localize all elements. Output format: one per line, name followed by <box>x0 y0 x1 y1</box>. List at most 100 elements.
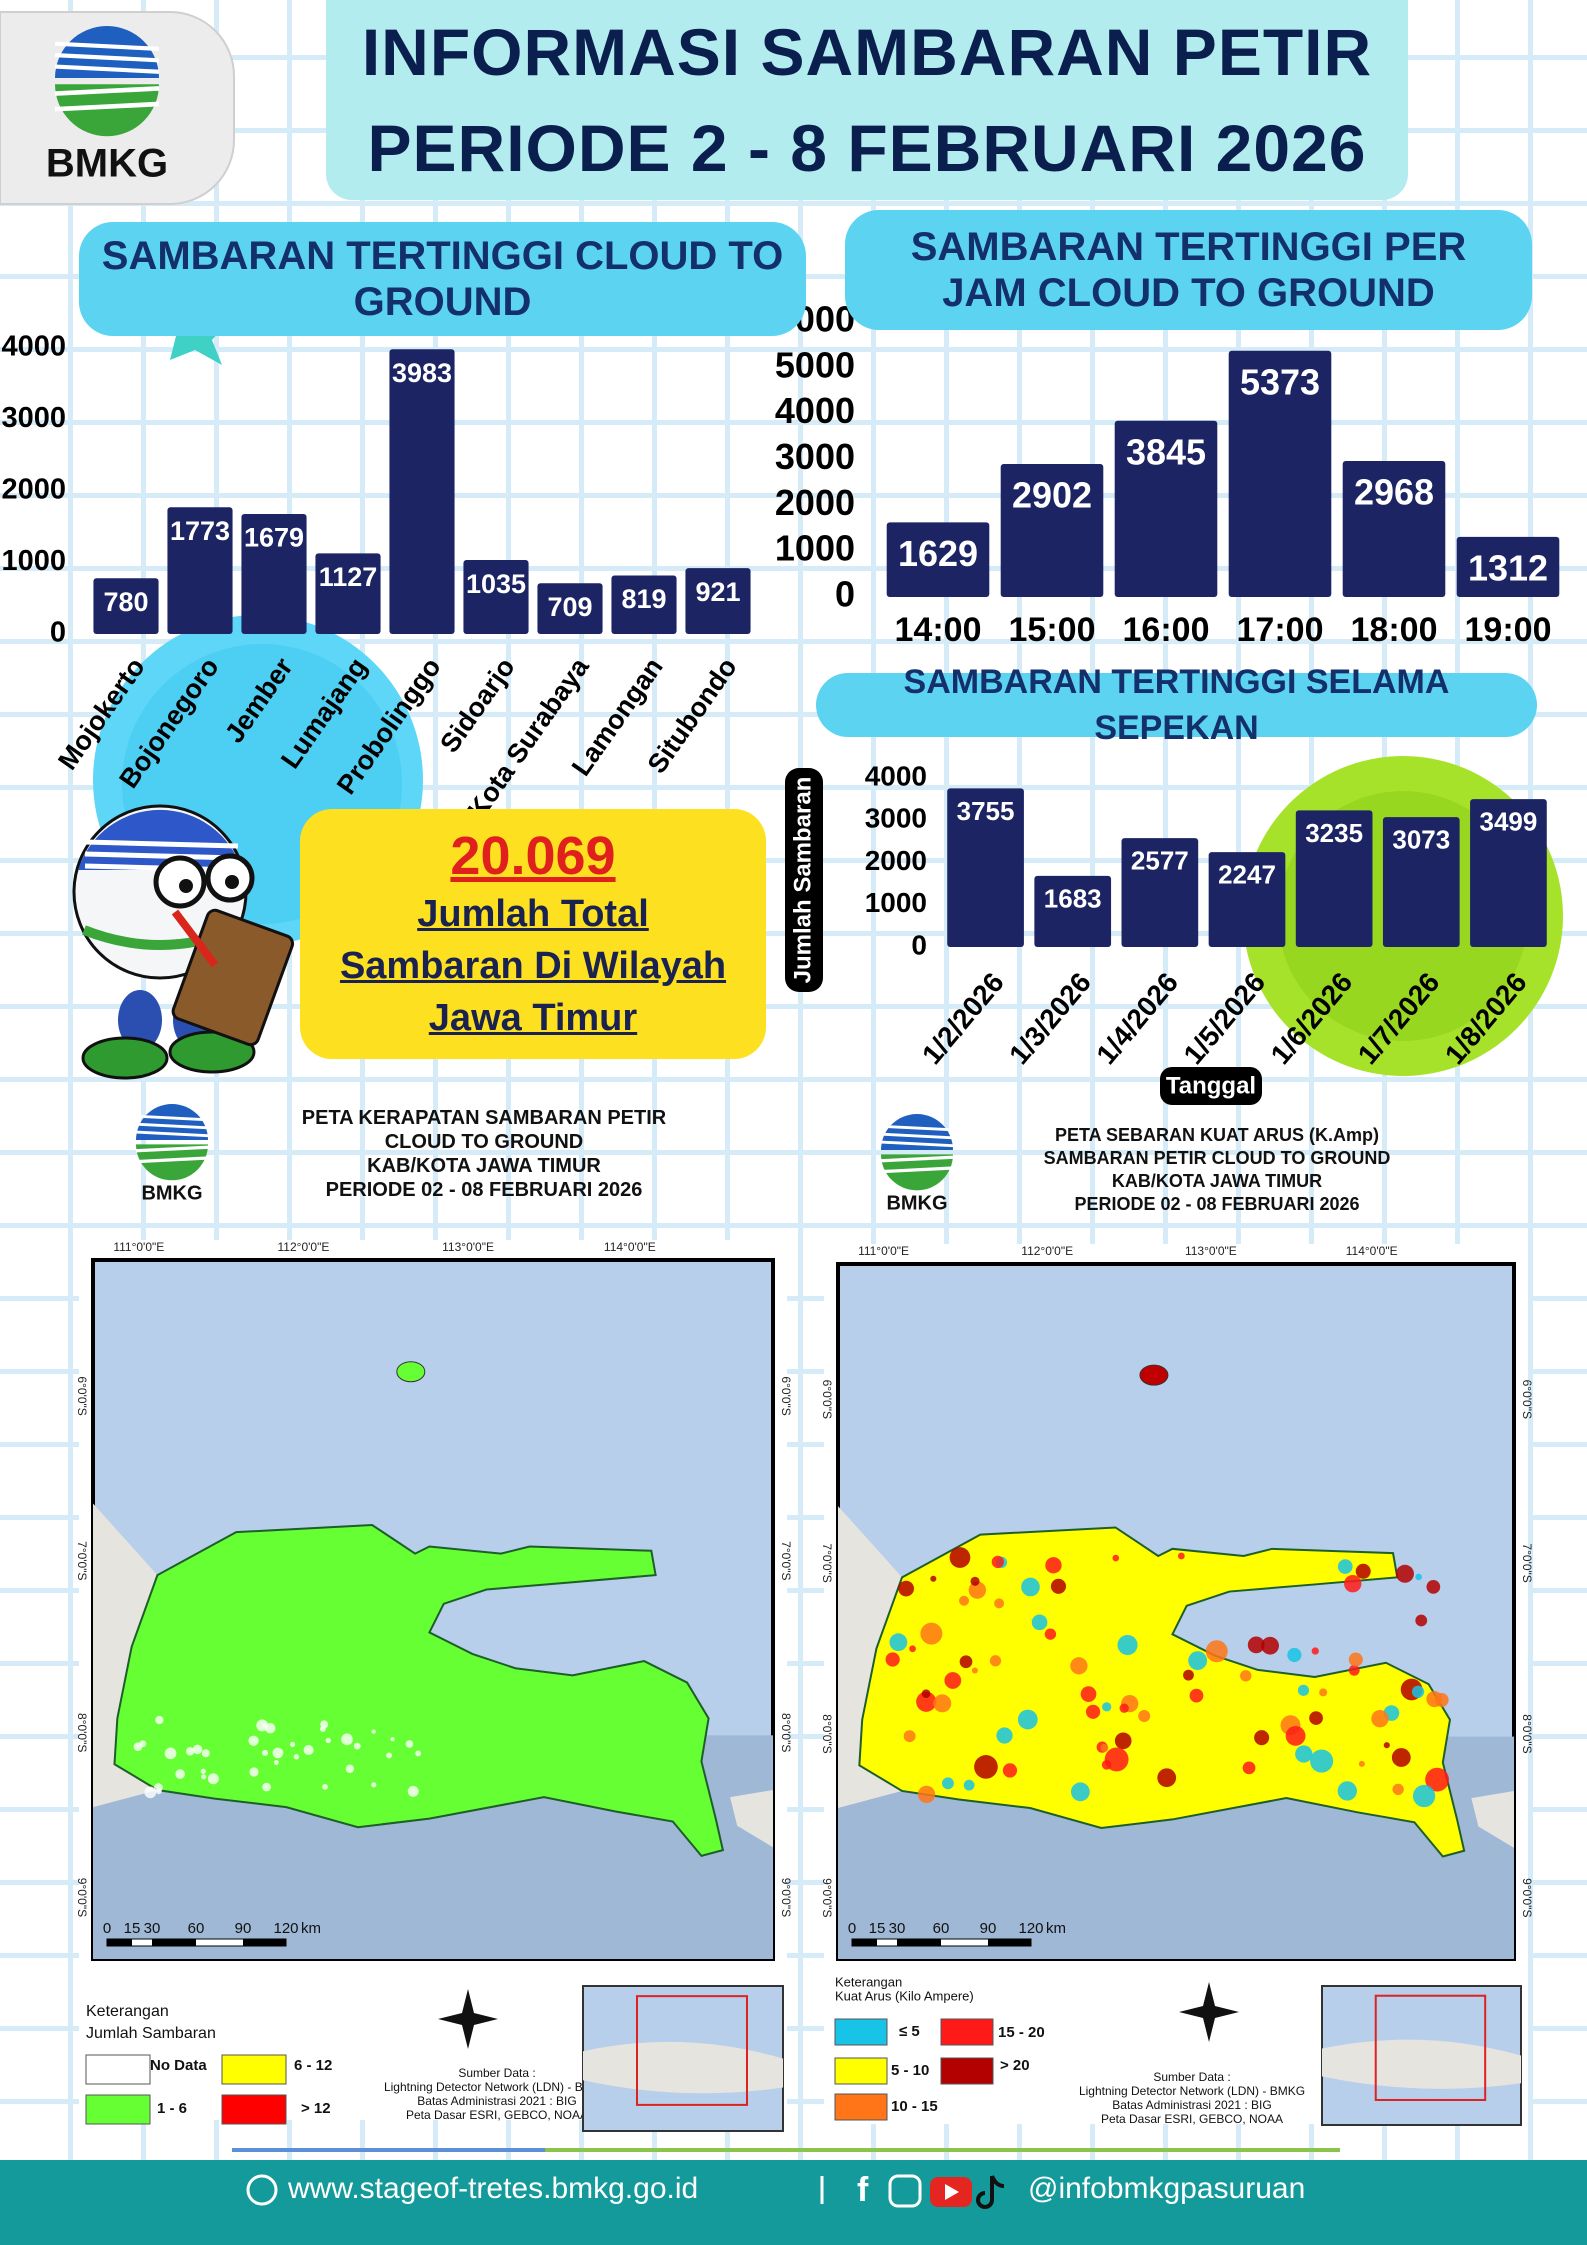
value-label: 780 <box>103 587 148 617</box>
map-spot <box>390 1737 395 1742</box>
value-label: 1773 <box>170 516 230 546</box>
legend-label: No Data <box>150 2057 207 2074</box>
value-label: 2577 <box>1131 846 1189 876</box>
legend-swatch <box>834 2018 888 2046</box>
map-spot <box>341 1733 353 1746</box>
map-spot <box>1371 1709 1389 1728</box>
tiktok-icon <box>976 2175 1005 2209</box>
logo-text: BMKG <box>46 142 168 186</box>
lat-label: 8°0'0"S <box>1520 1714 1534 1753</box>
mascot <box>72 804 295 1080</box>
map-spot <box>996 1727 1013 1744</box>
inset-land <box>583 2041 783 2094</box>
logo-stripe <box>54 53 160 63</box>
bar <box>1228 350 1332 597</box>
logo-stripe <box>880 1132 954 1140</box>
map-spot <box>303 1744 314 1756</box>
map-spot <box>1395 1564 1414 1583</box>
map-spot <box>144 1786 157 1799</box>
bar <box>1295 810 1373 947</box>
value-label: 1683 <box>1044 883 1102 913</box>
map <box>836 1262 1516 1961</box>
map-spot <box>1348 1664 1360 1676</box>
map-spot <box>319 1726 326 1732</box>
map-island <box>396 1361 426 1383</box>
map-spot <box>989 1655 1002 1667</box>
source-text: Sumber Data : <box>458 2066 535 2080</box>
logo-top <box>55 26 159 78</box>
map-title-line: PETA SEBARAN KUAT ARUS (K.Amp) <box>1055 1125 1379 1145</box>
y-tick-label: 5000 <box>775 344 855 385</box>
legend-label: > 20 <box>1000 2057 1030 2074</box>
map-bali <box>1471 1790 1514 1848</box>
scale-label: 0 <box>848 1920 856 1937</box>
mascot-leg <box>118 990 162 1050</box>
bar <box>241 513 307 634</box>
map-spot <box>1157 1768 1177 1788</box>
scale-label: 0 <box>103 1920 111 1937</box>
legend-swatch <box>221 2094 287 2125</box>
map-title: PETA SEBARAN KUAT ARUS (K.Amp) SAMBARAN … <box>967 1124 1467 1216</box>
map-spot <box>898 1580 915 1597</box>
bar <box>947 788 1024 947</box>
bar <box>389 349 455 634</box>
x-tick-label: 1/3/2026 <box>1003 967 1097 1070</box>
y-tick-label: 4000 <box>1 331 66 363</box>
logo-bottom <box>55 84 159 137</box>
map-title-line: SAMBARAN PETIR CLOUD TO GROUND <box>1043 1148 1391 1168</box>
scale-bar-seg <box>897 1939 941 1946</box>
legend-swatch <box>834 2057 888 2085</box>
scale-label: km <box>301 1920 321 1937</box>
logo-bottom <box>136 1144 208 1181</box>
logo-stripe <box>54 101 160 112</box>
map-spot <box>991 1555 1004 1569</box>
lat-label: 7°0'0"S <box>779 1541 793 1580</box>
y-tick-label: 2000 <box>1 474 66 506</box>
mascot-eye <box>225 875 239 889</box>
bar <box>1114 420 1218 597</box>
y-label-box <box>785 768 823 992</box>
value-label: 2968 <box>1354 472 1434 513</box>
legend-label: 1 - 6 <box>157 2100 187 2117</box>
logo-stripe <box>54 64 160 74</box>
map-spot <box>1242 1761 1256 1775</box>
map-spot <box>916 1691 937 1712</box>
map-spot <box>1100 1743 1109 1752</box>
map-spot <box>1070 1657 1088 1675</box>
y-tick-label: 1000 <box>1 545 66 577</box>
lat-label: 8°0'0"S <box>820 1714 834 1753</box>
map-spot <box>1002 1763 1018 1778</box>
logo-stripe <box>135 1122 209 1130</box>
lat-label: 7°0'0"S <box>1520 1543 1534 1582</box>
map-spot <box>1337 1559 1353 1574</box>
map-spot <box>933 1694 952 1713</box>
map-spot <box>930 1575 937 1582</box>
map-title: PETA KERAPATAN SAMBARAN PETIR CLOUD TO G… <box>234 1106 734 1202</box>
map-spot <box>959 1655 973 1669</box>
source-text: Peta Dasar ESRI, GEBCO, NOAA <box>1101 2112 1283 2126</box>
globe-icon <box>246 2174 278 2206</box>
map-spot <box>371 1729 376 1734</box>
map-spot <box>1085 1704 1101 1719</box>
map-spot <box>1017 1709 1038 1730</box>
legend-swatch <box>85 2054 151 2085</box>
bar <box>537 583 603 634</box>
chart-title: SAMBARAN TERTINGGI SELAMA SEPEKAN <box>816 663 1537 747</box>
y-tick-label: 0 <box>911 929 927 960</box>
map-spot <box>1411 1685 1425 1698</box>
bar <box>1208 852 1286 947</box>
map-spot <box>1412 1784 1436 1808</box>
x-tick-label: 1/4/2026 <box>1090 967 1184 1070</box>
y-tick-label: 0 <box>835 574 855 615</box>
value-label: 921 <box>695 577 740 607</box>
lat-label: 6°0'0"S <box>75 1376 89 1415</box>
chart-title: SAMBARAN TERTINGGI PER JAM CLOUD TO GROU… <box>845 210 1532 330</box>
value-label: 819 <box>621 584 666 614</box>
map-spot <box>1287 1647 1302 1663</box>
lat-label: 6°0'0"S <box>820 1380 834 1419</box>
map-spot <box>949 1547 971 1568</box>
legend-swatch <box>940 2018 994 2046</box>
value-label: 3845 <box>1126 431 1206 472</box>
lat-label: 9°0'0"S <box>1520 1878 1534 1917</box>
map-spot <box>1050 1578 1067 1594</box>
